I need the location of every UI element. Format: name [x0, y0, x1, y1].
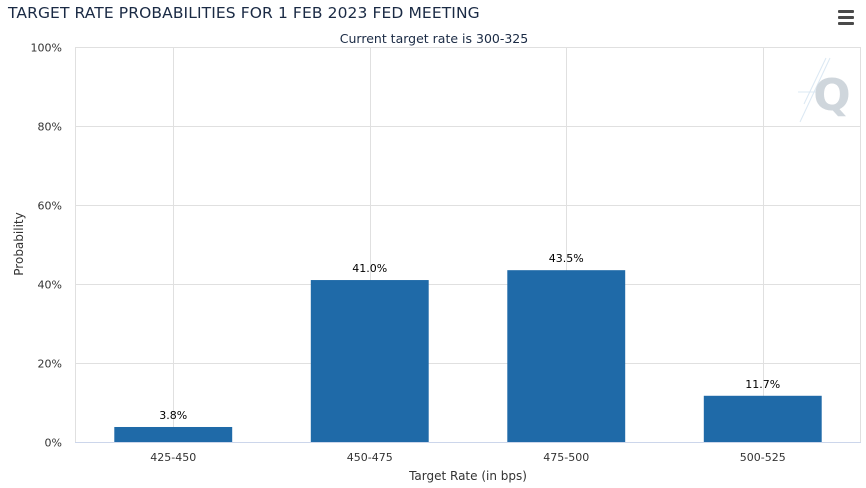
x-axis-title: Target Rate (in bps) — [408, 469, 527, 483]
x-tick-label: 450-475 — [347, 451, 393, 464]
menu-line — [838, 16, 854, 19]
bar-450-475[interactable] — [310, 280, 429, 442]
y-tick-label: 0% — [45, 437, 62, 450]
grid-lines — [75, 47, 861, 443]
data-label-425-450: 3.8% — [159, 409, 187, 422]
axes: 0% 20% 40% 60% 80% 100% 425-450 450-475 475-500 5… — [31, 42, 861, 464]
watermark-logo: Q — [798, 57, 851, 123]
x-tick-label: 500-525 — [740, 451, 786, 464]
data-label-500-525: 11.7% — [745, 378, 780, 391]
bar-425-450[interactable] — [114, 426, 233, 442]
y-tick-label: 100% — [31, 42, 62, 55]
x-tick-label: 425-450 — [150, 451, 196, 464]
bar-500-525[interactable] — [703, 395, 822, 442]
x-tick-label: 475-500 — [543, 451, 589, 464]
data-label-450-475: 41.0% — [352, 262, 387, 275]
data-label-475-500: 43.5% — [549, 252, 584, 265]
y-tick-label: 20% — [38, 358, 62, 371]
y-axis-title: Probability — [12, 212, 26, 275]
menu-line — [838, 22, 854, 25]
bar-475-500[interactable] — [507, 270, 626, 442]
chart-title: TARGET RATE PROBABILITIES FOR 1 FEB 2023… — [8, 4, 480, 22]
watermark-letter: Q — [813, 70, 850, 121]
data-labels: 3.8% 41.0% 43.5% 11.7% — [159, 252, 780, 422]
bars — [114, 270, 822, 442]
y-tick-label: 60% — [38, 200, 62, 213]
menu-line — [838, 10, 854, 13]
y-tick-label: 40% — [38, 279, 62, 292]
y-tick-label: 80% — [38, 121, 62, 134]
chart-subtitle: Current target rate is 300-325 — [340, 31, 528, 46]
hamburger-menu-icon[interactable] — [836, 10, 858, 28]
